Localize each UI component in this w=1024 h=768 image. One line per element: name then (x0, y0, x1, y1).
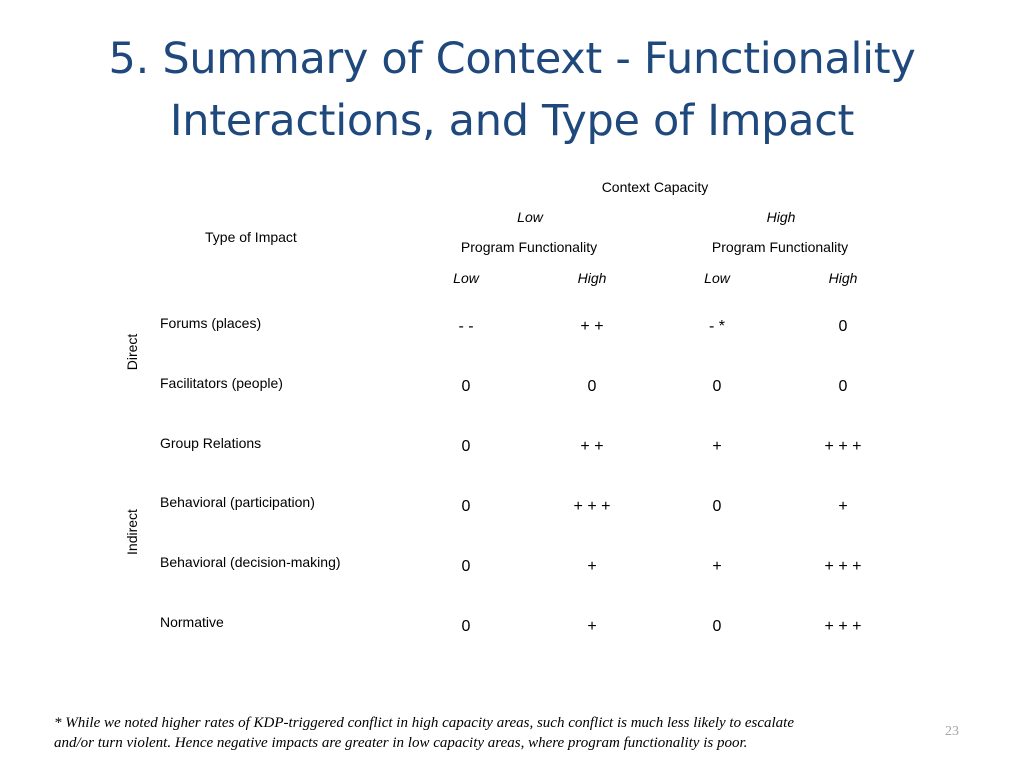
row-label: Facilitators (people) (160, 375, 283, 391)
table-cell: 0 (838, 318, 848, 335)
footnote: * While we noted higher rates of KDP-tri… (54, 713, 974, 753)
table-cell: + + (580, 318, 604, 335)
table-cell: 0 (461, 498, 471, 515)
slide-title-line-2: Interactions, and Type of Impact (169, 96, 855, 146)
row-label: Group Relations (160, 435, 262, 451)
capacity-high-header: High (766, 209, 796, 225)
table-cell: 0 (461, 558, 471, 575)
row-label: Normative (160, 614, 224, 630)
row-label: Behavioral (decision-making) (160, 554, 341, 570)
functionality-low-header-1: Low (453, 270, 479, 286)
row-label: Forums (places) (160, 315, 262, 331)
functionality-high-header-2: High (828, 270, 858, 286)
row-label: Behavioral (participation) (160, 494, 315, 510)
table-cell: + + + (824, 618, 862, 635)
table-cell: + (587, 558, 597, 575)
table-cell: 0 (461, 618, 471, 635)
slide-number: 23 (945, 724, 959, 739)
table-cell: + (838, 498, 848, 515)
functionality-low-header-2: Low (704, 270, 730, 286)
capacity-low-header: Low (517, 209, 543, 225)
footnote-line-2: and/or turn violent. Hence negative impa… (54, 735, 748, 751)
table-cell: 0 (712, 498, 722, 515)
table-cell: + + (580, 438, 604, 455)
group-label-direct: Direct (124, 333, 140, 371)
table-cell: 0 (712, 378, 722, 395)
slide-title: 5. Summary of Context - Functionality In… (0, 28, 1024, 152)
table-cell: 0 (712, 618, 722, 635)
functionality-high-header-1: High (577, 270, 607, 286)
program-functionality-low-capacity: Program Functionality (460, 239, 598, 255)
table-cell: + (712, 438, 722, 455)
table-cell: + (587, 618, 597, 635)
table-cell: 0 (461, 378, 471, 395)
table-cell: 0 (461, 438, 471, 455)
context-capacity-header: Context Capacity (601, 179, 709, 195)
table-cell: 0 (587, 378, 597, 395)
table-cell: + + + (573, 498, 611, 515)
slide-title-line-1: 5. Summary of Context - Functionality (108, 34, 916, 84)
program-functionality-high-capacity: Program Functionality (711, 239, 849, 255)
footnote-line-1: * While we noted higher rates of KDP-tri… (54, 715, 794, 731)
table-cell: - - (458, 318, 474, 335)
type-of-impact-header: Type of Impact (205, 229, 297, 245)
table-cell: + + + (824, 438, 862, 455)
group-label-indirect: Indirect (124, 509, 140, 555)
table-cell: - * (709, 318, 725, 335)
table-cell: + + + (824, 558, 862, 575)
table-cell: 0 (838, 378, 848, 395)
table-cell: + (712, 558, 722, 575)
